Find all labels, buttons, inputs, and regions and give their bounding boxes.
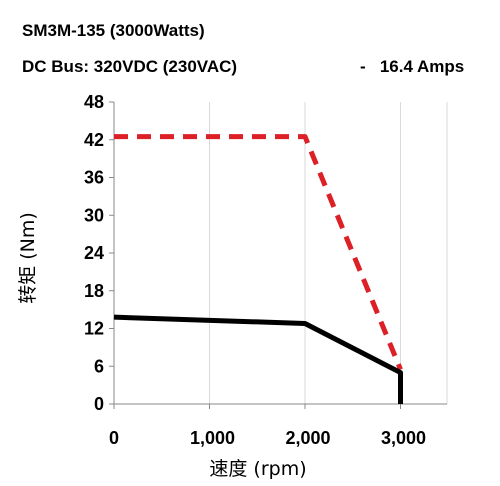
y-tick-labels: 0 6 12 18 24 30 36 42 48 (84, 92, 114, 414)
y-tick-label: 24 (84, 243, 104, 263)
y-tick-label: 48 (84, 92, 104, 112)
y-tick-label: 6 (94, 356, 104, 376)
y-tick-label: 36 (84, 168, 104, 188)
chart-title-current: - 16.4 Amps (360, 57, 465, 76)
y-tick-label: 42 (84, 130, 104, 150)
chart-grid (209, 102, 448, 404)
x-tick-label: 0 (109, 428, 119, 448)
x-tick-labels: 0 1,000 2,000 3,000 (109, 404, 426, 448)
continuous-torque-line (113, 314, 403, 404)
y-tick-label: 30 (84, 205, 104, 225)
y-axis-label: 转矩 (Nm) (17, 212, 39, 304)
chart-title-model: SM3M-135 (3000Watts) (22, 21, 205, 40)
x-tick-label: 1,000 (190, 428, 235, 448)
x-axis-label: 速度 (rpm) (209, 458, 306, 480)
y-tick-label: 12 (84, 319, 104, 339)
y-tick-label: 0 (94, 394, 104, 414)
y-tick-label: 18 (84, 281, 104, 301)
chart-series (113, 134, 403, 404)
x-tick-label: 2,000 (285, 428, 330, 448)
chart-title-dc-bus: DC Bus: 320VDC (230VAC) (22, 57, 238, 76)
peak-torque-line (114, 134, 403, 371)
x-tick-label: 3,000 (381, 428, 426, 448)
